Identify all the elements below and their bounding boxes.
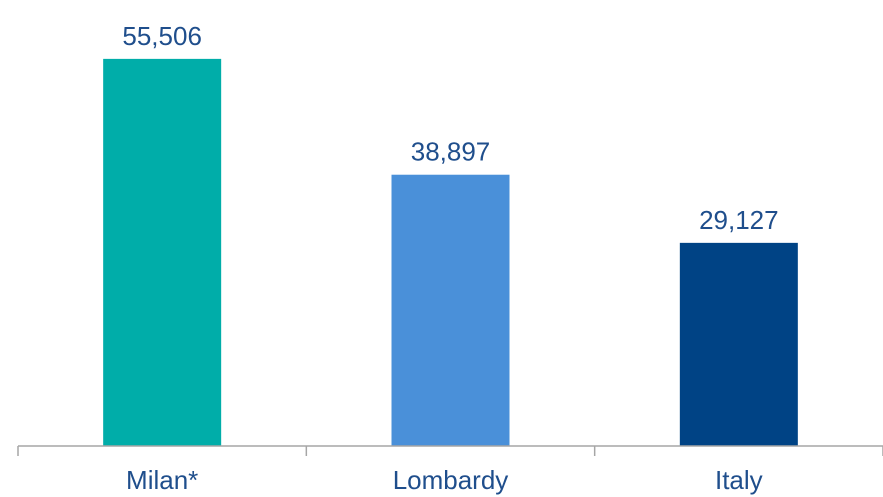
value-label: 38,897 [411,137,491,167]
x-axis-ticks [17,446,883,456]
value-label: 55,506 [122,21,202,51]
value-labels-layer: 55,506 38,897 29,127 [122,21,778,235]
bar-italy [679,242,798,446]
value-label: 29,127 [699,205,779,235]
bar-lombardy [391,174,510,446]
category-label: Lombardy [393,465,509,495]
category-label: Italy [715,465,763,495]
category-labels-layer: Milan* Lombardy Italy [126,465,763,495]
bars-layer [103,58,798,447]
bar-milan [103,58,222,447]
category-label: Milan* [126,465,198,495]
